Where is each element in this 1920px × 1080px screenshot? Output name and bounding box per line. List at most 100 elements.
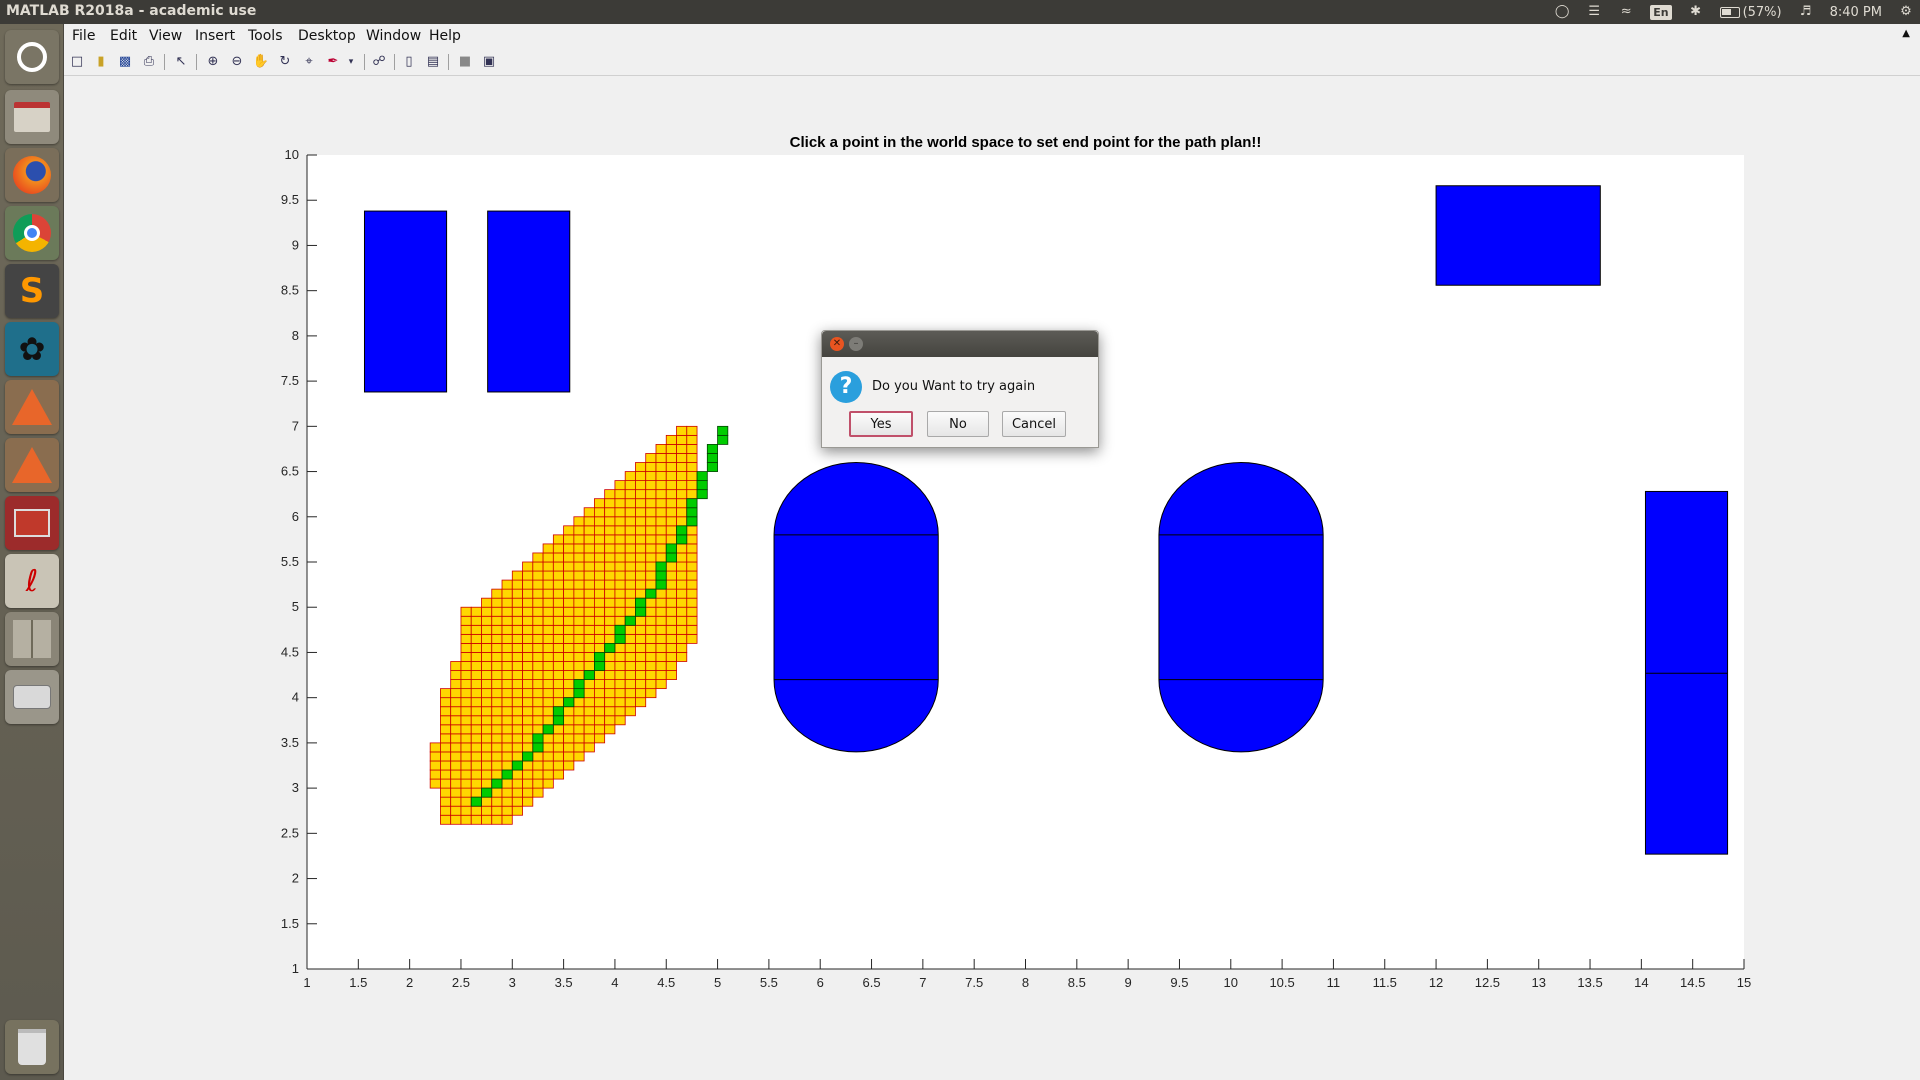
zoom-in-icon[interactable]: ⊕ — [207, 54, 219, 69]
explored-cell — [522, 670, 534, 680]
no-button[interactable]: No — [927, 411, 989, 437]
wifi-icon[interactable]: ≈ — [1620, 4, 1632, 19]
clock[interactable]: 8:40 PM — [1829, 4, 1882, 20]
brush-icon[interactable]: ✒ — [327, 54, 339, 69]
pointer-icon[interactable]: ↖ — [175, 54, 187, 69]
explored-cell — [522, 588, 534, 599]
zoom-out-icon[interactable]: ⊖ — [231, 54, 243, 69]
notes-icon[interactable]: ☰ — [1588, 4, 1601, 19]
pan-icon[interactable]: ✋ — [252, 54, 270, 69]
brush-dropdown-icon[interactable]: ▾ — [348, 57, 354, 67]
cancel-button[interactable]: Cancel — [1002, 411, 1066, 437]
battery-indicator[interactable]: (57%) — [1719, 5, 1782, 20]
gear-icon[interactable]: ⚙ — [1900, 4, 1912, 19]
plot-canvas[interactable]: 1 1.5 2 2.5 3 3.5 4 4.5 5 5.5 6 6.5 7 7.5 8 8.5 9 9.5 10 10… — [64, 77, 1920, 1080]
disk-icon[interactable] — [5, 670, 59, 724]
print-icon[interactable]: ⎙ — [143, 54, 155, 69]
explored-cell — [604, 724, 616, 735]
dash-icon[interactable] — [5, 30, 59, 84]
explored-cell — [604, 606, 616, 617]
explored-cell — [511, 796, 523, 807]
x-tick-label: 1 — [303, 975, 310, 990]
explored-cell — [501, 733, 513, 744]
lizard-icon[interactable]: ✿ — [5, 322, 59, 376]
explored-cell — [501, 652, 513, 662]
close-icon[interactable]: ✕ — [830, 337, 844, 351]
explored-cell — [501, 778, 513, 789]
explored-cell — [645, 534, 657, 545]
explored-cell — [645, 462, 657, 472]
rotate-icon[interactable]: ↻ — [279, 54, 291, 69]
explored-cell — [604, 688, 616, 699]
menu-window[interactable]: Window — [366, 28, 422, 44]
trash-icon[interactable] — [5, 1020, 59, 1074]
explored-cell — [604, 715, 616, 726]
minimize-icon[interactable]: – — [849, 337, 863, 351]
legend-icon[interactable]: ▤ — [426, 54, 440, 69]
explored-cell — [552, 760, 565, 771]
menu-insert[interactable]: Insert — [195, 28, 236, 44]
bluetooth-icon[interactable]: ✱ — [1690, 4, 1702, 19]
sublime-icon[interactable]: S — [5, 264, 59, 318]
explored-cell — [655, 444, 667, 454]
menu-view[interactable]: View — [149, 28, 183, 44]
explored-cell — [594, 570, 606, 581]
hide-tools-icon[interactable]: ■ — [458, 54, 472, 69]
explored-cell — [655, 643, 667, 653]
explored-cell — [450, 724, 462, 735]
colorbar-icon[interactable]: ▯ — [405, 54, 413, 69]
save-icon[interactable]: ▩ — [118, 54, 132, 69]
new-figure-icon[interactable]: □ — [70, 54, 84, 69]
explored-cell — [563, 633, 575, 644]
explored-cell — [440, 805, 452, 816]
explored-cell — [563, 543, 575, 554]
dialog-titlebar[interactable]: ✕ – — [822, 331, 1098, 357]
explored-cell — [491, 697, 503, 708]
workspace-icon[interactable] — [5, 612, 59, 666]
explored-cell — [686, 453, 698, 463]
chrome-icon[interactable] — [5, 206, 59, 260]
x-tick-label: 13.5 — [1577, 975, 1602, 990]
explored-cell — [635, 633, 647, 644]
explored-cell — [532, 661, 544, 671]
collapse-icon[interactable]: ▲ — [1902, 28, 1910, 39]
data-cursor-icon[interactable]: ⌖ — [305, 54, 313, 69]
explored-cell — [635, 588, 647, 599]
explored-cell — [645, 516, 657, 527]
explored-cell — [460, 769, 472, 780]
explored-cell — [481, 751, 493, 762]
menu-file[interactable]: File — [72, 28, 96, 44]
files-icon[interactable] — [5, 90, 59, 144]
explored-cell — [440, 688, 452, 699]
pdf-icon[interactable]: ℓ — [5, 554, 59, 608]
explored-cell — [635, 498, 647, 509]
explored-cell — [542, 688, 554, 699]
menu-desktop[interactable]: Desktop — [298, 28, 356, 44]
explored-cell — [491, 742, 503, 753]
app-icon[interactable] — [5, 496, 59, 550]
open-icon[interactable]: ▮ — [97, 54, 105, 69]
explored-cell — [450, 661, 462, 671]
explored-cell — [655, 543, 667, 554]
lightbulb-icon[interactable]: ◯ — [1554, 4, 1570, 19]
explored-cell — [614, 652, 626, 662]
explored-cell — [552, 633, 565, 644]
menu-edit[interactable]: Edit — [110, 28, 138, 44]
matlab-icon-2[interactable] — [5, 438, 59, 492]
menu-tools[interactable]: Tools — [248, 28, 283, 44]
matlab-icon[interactable] — [5, 380, 59, 434]
figure-area[interactable]: 1 1.5 2 2.5 3 3.5 4 4.5 5 5.5 6 6.5 7 7.5 8 8.5 9 9.5 10 10… — [64, 77, 1920, 1080]
explored-cell — [522, 715, 534, 726]
explored-cell — [645, 606, 657, 617]
explored-cell — [522, 742, 534, 753]
dock-icon[interactable]: ▣ — [482, 54, 496, 69]
explored-cell — [440, 814, 452, 825]
firefox-icon[interactable] — [5, 148, 59, 202]
link-icon[interactable]: ☍ — [372, 54, 386, 69]
yes-button[interactable]: Yes — [849, 411, 913, 437]
menu-help[interactable]: Help — [429, 28, 461, 44]
volume-icon[interactable]: ♬ — [1799, 4, 1812, 19]
keyboard-layout[interactable]: En — [1650, 4, 1672, 20]
explored-cell — [655, 624, 667, 635]
explored-cell — [440, 742, 452, 753]
